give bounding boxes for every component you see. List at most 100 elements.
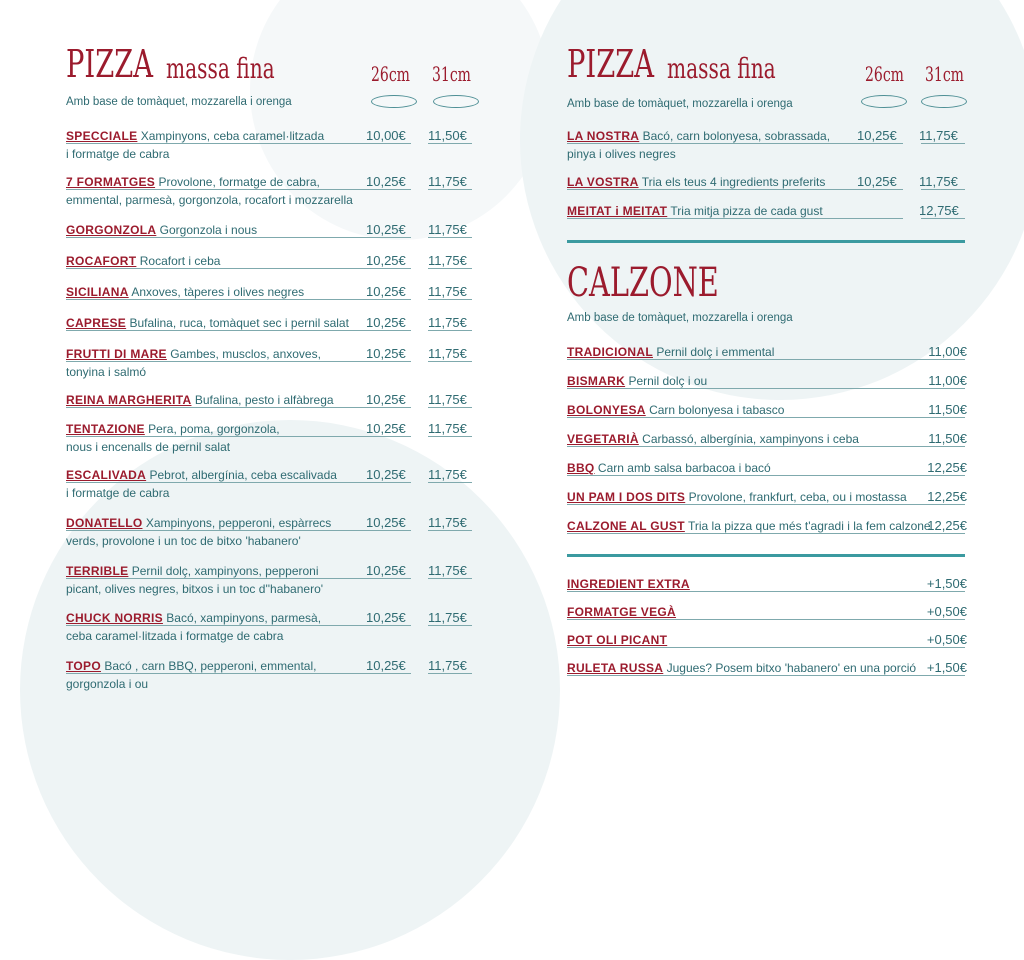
menu-item: TOPO Bacó , carn BBQ, pepperoni, emmenta… — [66, 657, 478, 693]
item-name: UN PAM I DOS DITS — [567, 490, 686, 504]
underline-rule — [428, 268, 472, 269]
menu-item-line: RULETA RUSSA Jugues? Posem bitxo 'habane… — [567, 659, 967, 677]
price-31cm: 11,75€ — [428, 515, 467, 530]
item-name: MEITAT i MEITAT — [567, 204, 668, 218]
item-description: Pernil dolç, xampinyons, pepperoni — [131, 564, 319, 578]
calzone-subtitle: Amb base de tomàquet, mozzarella i oreng… — [567, 312, 793, 324]
size-oval — [371, 95, 417, 108]
item-description: Provolone, formatge de cabra, — [158, 175, 320, 189]
title-sub: massa fina — [166, 52, 275, 85]
size-oval — [861, 95, 907, 108]
menu-item: CALZONE AL GUST Tria la pizza que més t'… — [567, 517, 967, 535]
menu-item: VEGETARIÀ Carbassó, albergínia, xampinyo… — [567, 430, 967, 448]
menu-item-line: TOPO Bacó , carn BBQ, pepperoni, emmenta… — [66, 657, 478, 675]
item-name: DONATELLO — [66, 516, 143, 530]
menu-item: CAPRESE Bufalina, ruca, tomàquet sec i p… — [66, 314, 478, 332]
menu-item-line: POT OLI PICANT — [567, 631, 967, 649]
title-sub: massa fina — [667, 52, 776, 85]
price-31cm: 11,75€ — [428, 284, 467, 299]
underline-rule — [428, 407, 472, 408]
menu-item: LA NOSTRA Bacó, carn bolonyesa, sobrassa… — [567, 127, 967, 163]
price: +1,50€ — [926, 576, 967, 591]
price-31cm: 11,75€ — [428, 392, 467, 407]
menu-item: TRADICIONAL Pernil dolç i emmental 11,00€ — [567, 343, 967, 361]
background-circle — [250, 0, 550, 240]
item-description: Jugues? Posem bitxo 'habanero' en una po… — [666, 661, 917, 675]
price-26cm: 10,25€ — [366, 421, 406, 436]
pizza-menu-right: PIZZA massa fina 26cm 31cm Amb base de t… — [567, 42, 967, 676]
price-31cm: 11,75€ — [428, 253, 467, 268]
section-title: PIZZA massa fina 26cm 31cm — [567, 42, 967, 108]
price: 12,25€ — [927, 518, 967, 533]
item-name: FRUTTI DI MARE — [66, 347, 167, 361]
item-description: Xampinyons, pepperoni, espàrrecs — [145, 516, 332, 530]
underline-rule — [428, 436, 472, 437]
item-description-cont: i formatge de cabra — [66, 147, 170, 161]
menu-item: CHUCK NORRIS Bacó, xampinyons, parmesà, 1… — [66, 609, 478, 645]
item-description: Bufalina, ruca, tomàquet sec i pernil sa… — [129, 316, 349, 330]
underline-rule — [567, 647, 965, 648]
menu-item: 7 FORMATGES Provolone, formatge de cabra… — [66, 173, 478, 209]
underline-rule — [428, 673, 472, 674]
underline-rule — [66, 530, 411, 531]
underline-rule — [428, 361, 472, 362]
item-name: LA NOSTRA — [567, 129, 640, 143]
price-26cm: 10,25€ — [366, 222, 406, 237]
underline-rule — [567, 675, 965, 676]
menu-item: BBQ Carn amb salsa barbacoa i bacó 12,25€ — [567, 459, 967, 477]
item-name: LA VOSTRA — [567, 175, 639, 189]
price-31cm: 11,75€ — [428, 315, 467, 330]
menu-item: ESCALIVADA Pebrot, albergínia, ceba esca… — [66, 466, 478, 502]
menu-item: LA VOSTRA Tria els teus 4 ingredients pr… — [567, 173, 967, 191]
price-26cm: 10,25€ — [366, 467, 406, 482]
size-oval — [921, 95, 967, 108]
menu-item: GORGONZOLA Gorgonzola i nous 10,25€ 11,75€ — [66, 221, 478, 239]
menu-item-line: ESCALIVADA Pebrot, albergínia, ceba esca… — [66, 466, 478, 484]
underline-rule — [567, 504, 965, 505]
item-description: Gorgonzola i nous — [159, 223, 258, 237]
item-name: TRADICIONAL — [567, 345, 653, 359]
item-description: Pera, poma, gorgonzola, — [148, 422, 280, 436]
section-divider — [567, 554, 965, 557]
item-description-cont: verds, provolone i un toc de bitxo 'haba… — [66, 534, 301, 548]
underline-rule — [428, 143, 472, 144]
underline-rule — [66, 407, 411, 408]
item-description: Bufalina, pesto i alfàbrega — [194, 393, 334, 407]
item-description: Anxoves, tàperes i olives negres — [131, 285, 305, 299]
menu-item: UN PAM I DOS DITS Provolone, frankfurt, … — [567, 488, 967, 506]
item-description: Pebrot, albergínia, ceba escalivada — [149, 468, 337, 482]
menu-item-line: GORGONZOLA Gorgonzola i nous — [66, 221, 478, 239]
price-31cm: 11,75€ — [428, 222, 467, 237]
underline-rule — [567, 218, 903, 219]
underline-rule — [66, 482, 411, 483]
price-26cm: 10,25€ — [366, 253, 406, 268]
menu-item-line: FRUTTI DI MARE Gambes, musclos, anxoves, — [66, 345, 478, 363]
underline-rule — [567, 143, 903, 144]
price-31cm: 11,50€ — [428, 128, 467, 143]
title-main: PIZZA — [567, 42, 654, 86]
menu-item-line: VEGETARIÀ Carbassó, albergínia, xampinyo… — [567, 430, 967, 448]
size-header-26: 26cm — [371, 62, 410, 86]
item-description: Gambes, musclos, anxoves, — [170, 347, 321, 361]
price-31cm: 11,75€ — [919, 128, 958, 143]
underline-rule — [428, 299, 472, 300]
item-description-cont: ceba caramel·litzada i formatge de cabra — [66, 629, 284, 643]
menu-item-line: TERRIBLE Pernil dolç, xampinyons, pepper… — [66, 562, 478, 580]
item-name: FORMATGE VEGÀ — [567, 605, 677, 619]
item-name: TENTAZIONE — [66, 422, 145, 436]
price-31cm: 12,75€ — [919, 203, 959, 218]
item-name: REINA MARGHERITA — [66, 393, 192, 407]
section-divider — [567, 240, 965, 243]
underline-rule — [66, 237, 411, 238]
price: 12,25€ — [927, 460, 967, 475]
item-name: POT OLI PICANT — [567, 633, 668, 647]
menu-item-line: INGREDIENT EXTRA — [567, 575, 967, 593]
underline-rule — [921, 218, 965, 219]
underline-rule — [66, 299, 411, 300]
item-description: Bacó , carn BBQ, pepperoni, emmental, — [104, 659, 317, 673]
item-name: RULETA RUSSA — [567, 661, 664, 675]
menu-item: BOLONYESA Carn bolonyesa i tabasco 11,50€ — [567, 401, 967, 419]
item-name: CALZONE AL GUST — [567, 519, 685, 533]
menu-item: SPECCIALE Xampinyons, ceba caramel·litza… — [66, 127, 478, 163]
price: 11,00€ — [928, 344, 967, 359]
